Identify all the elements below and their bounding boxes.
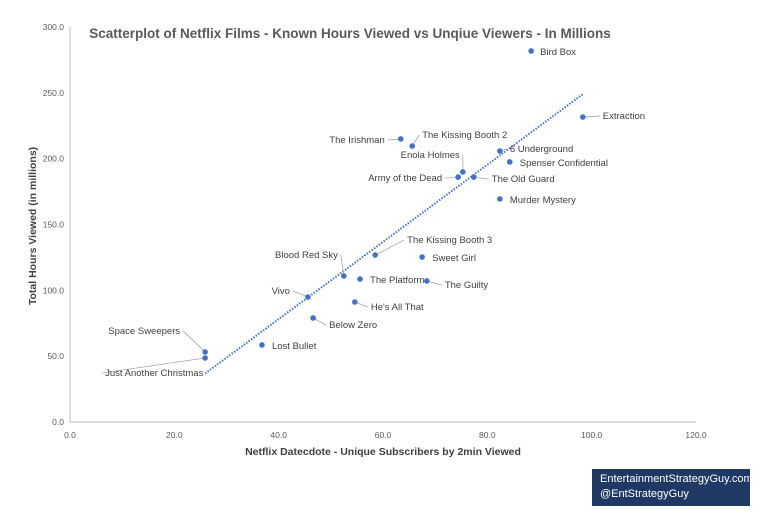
data-label: Blood Red Sky (275, 250, 338, 261)
x-tick-label: 100.0 (581, 430, 603, 440)
data-label: 6 Underground (510, 144, 573, 155)
label-leader-line (182, 330, 206, 353)
data-label: Just Another Christmas (105, 368, 203, 379)
data-label: Below Zero (329, 320, 377, 331)
x-axis-label: Netflix Datecdote - Unique Subscribers b… (245, 446, 521, 458)
data-point (202, 349, 208, 355)
data-label: The Platform (370, 275, 424, 286)
label-leader-line (340, 254, 345, 277)
data-point (397, 136, 404, 142)
credit-box: EntertainmentStrategyGuy.com @EntStrateg… (592, 469, 753, 506)
trendline (204, 93, 584, 375)
data-point (372, 252, 378, 258)
data-label: Army of the Dead (368, 173, 442, 184)
data-point (409, 143, 416, 149)
data-label: Spenser Confidential (520, 158, 608, 169)
y-tick-label: 300.0 (43, 22, 65, 32)
data-label: Enola Holmes (401, 150, 460, 161)
label-leader-line (102, 357, 206, 374)
x-tick-label: 20.0 (166, 430, 183, 440)
x-tick-label: 80.0 (479, 430, 496, 440)
x-tick-label: 40.0 (270, 430, 287, 440)
data-label: The Old Guard (492, 174, 555, 185)
data-point (341, 273, 347, 279)
data-label: The Kissing Booth 2 (422, 130, 507, 141)
data-point (528, 48, 534, 54)
y-tick-label: 100.0 (43, 285, 65, 295)
data-label: Murder Mystery (510, 195, 576, 206)
data-point (506, 159, 513, 165)
credit-website: EntertainmentStrategyGuy.com (600, 473, 753, 485)
data-point (202, 355, 208, 361)
y-tick-label: 50.0 (47, 351, 64, 361)
y-tick-label: 150.0 (43, 220, 65, 230)
data-point (352, 299, 358, 305)
y-axis-label: Total Hours Viewed (in millions) (27, 147, 39, 305)
data-label: The Kissing Booth 3 (407, 235, 492, 246)
data-point (424, 278, 430, 284)
data-point (419, 254, 425, 260)
data-label: The Irishman (329, 135, 384, 146)
data-point (357, 276, 363, 282)
data-point (259, 342, 265, 348)
label-leader-line (582, 115, 600, 118)
data-point (497, 148, 503, 154)
data-point (497, 196, 503, 202)
data-label: Extraction (603, 111, 645, 122)
y-tick-label: 200.0 (43, 154, 65, 164)
data-label: The Guilty (445, 280, 489, 291)
data-point (310, 315, 316, 321)
credit-handle: @EntStrategyGuy (600, 488, 689, 500)
x-tick-label: 120.0 (685, 430, 707, 440)
data-label: Vivo (272, 286, 290, 297)
data-label: Bird Box (540, 47, 576, 58)
data-point (579, 114, 586, 120)
x-tick-label: 60.0 (375, 430, 392, 440)
label-leader-line (374, 239, 405, 256)
data-label: Sweet Girl (432, 253, 476, 264)
y-tick-label: 0.0 (52, 417, 64, 427)
y-tick-label: 250.0 (43, 88, 65, 98)
data-label: Lost Bullet (272, 341, 317, 352)
data-point (470, 174, 477, 180)
chart-title: Scatterplot of Netflix Films - Known Hou… (89, 26, 611, 41)
data-label: He's All That (371, 302, 424, 313)
data-point (460, 169, 466, 175)
data-point (305, 294, 311, 300)
data-point (455, 174, 461, 180)
data-label: Space Sweepers (108, 326, 180, 337)
x-tick-label: 0.0 (64, 430, 76, 440)
